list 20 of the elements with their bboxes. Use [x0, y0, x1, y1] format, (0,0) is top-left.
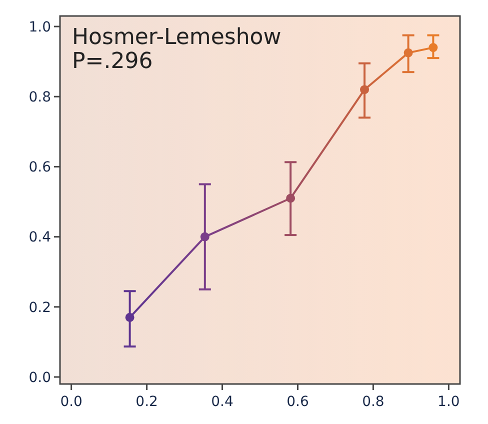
- x-tick-label: 0.0: [60, 394, 82, 410]
- point: [404, 48, 413, 58]
- point: [125, 312, 134, 322]
- x-tick-label: 0.6: [286, 394, 309, 410]
- y-tick-label: 0.4: [28, 230, 52, 246]
- x-tick-label: 1.0: [438, 394, 460, 410]
- y-tick-label: 0.2: [28, 300, 51, 316]
- y-tick-label: 0.6: [28, 160, 52, 176]
- x-tick-label: 0.4: [211, 394, 234, 410]
- annotation: Hosmer-Lemeshow: [72, 25, 282, 50]
- y-tick-label: 0.0: [28, 370, 51, 386]
- annotation: P=.296: [72, 49, 153, 74]
- point: [200, 232, 210, 242]
- y-tick-label: 0.8: [28, 90, 51, 106]
- x-tick-label: 0.2: [136, 394, 158, 410]
- point: [286, 194, 296, 203]
- point: [360, 85, 370, 94]
- point: [428, 43, 438, 52]
- y-tick-label: 1.0: [28, 19, 51, 36]
- x-tick-label: 0.8: [362, 394, 384, 410]
